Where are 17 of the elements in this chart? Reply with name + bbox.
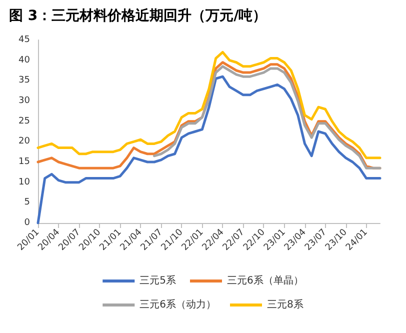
- legend-label: 三元8系: [267, 298, 304, 310]
- y-tick-label: 15: [18, 157, 30, 167]
- y-tick-label: 30: [18, 96, 30, 106]
- chart-title: 图 3：三元材料价格近期回升（万元/吨）: [9, 7, 267, 24]
- y-tick-label: 45: [18, 35, 30, 45]
- y-tick-label: 25: [18, 116, 30, 126]
- line-series: [153, 65, 382, 170]
- y-tick-label: 35: [18, 76, 30, 86]
- y-tick-label: 40: [18, 55, 30, 66]
- y-tick-label: 0: [24, 218, 30, 228]
- legend-label: 三元5系: [140, 274, 176, 286]
- legend-label: 三元6系（单晶）: [227, 274, 304, 286]
- y-tick-label: 10: [18, 177, 30, 188]
- y-tick-label: 5: [24, 198, 30, 208]
- legend-label: 三元6系（动力）: [140, 298, 216, 310]
- y-tick-label: 20: [18, 136, 30, 147]
- line-series: [36, 50, 382, 160]
